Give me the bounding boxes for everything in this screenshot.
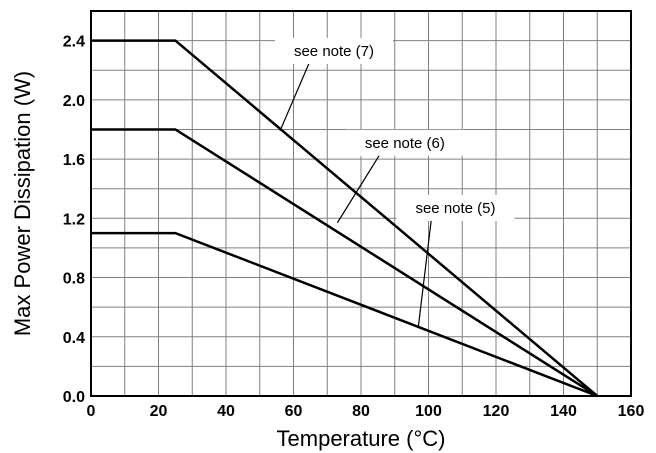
note-label-1: see note (7) (294, 43, 374, 60)
plot-frame (90, 10, 632, 397)
note-leader-3 (417, 217, 433, 327)
x-axis-title: Temperature (°C) (277, 426, 446, 451)
x-tick-label: 100 (415, 403, 442, 420)
note-box-3 (396, 194, 515, 221)
x-tick-labels: 0 20 40 60 80 100 120 140 160 (87, 403, 645, 420)
y-tick-label: 1.6 (63, 152, 85, 169)
y-tick-label: 1.2 (63, 211, 85, 228)
y-tick-label: 2.0 (63, 93, 85, 110)
series-line-3 (91, 231, 598, 398)
y-tick-label: 2.4 (63, 34, 85, 51)
y-tick-label: 0.4 (63, 330, 85, 347)
series-lines (91, 39, 599, 398)
x-tick-label: 120 (483, 403, 510, 420)
x-tick-label: 80 (352, 403, 370, 420)
note-leader-1 (279, 60, 311, 132)
note-annotations: see note (7) see note (6) see note (5) (275, 37, 515, 327)
y-tick-label: 0.8 (63, 271, 85, 288)
y-axis-title: Max Power Dissipation (W) (10, 71, 35, 336)
note-box-1 (275, 37, 393, 64)
note-label-2: see note (6) (365, 135, 445, 152)
x-tick-label: 40 (217, 403, 235, 420)
x-tick-label: 140 (550, 403, 577, 420)
series-line-2 (91, 128, 598, 398)
x-tick-label: 60 (285, 403, 303, 420)
note-label-3: see note (5) (415, 200, 495, 217)
y-tick-labels: 0.0 0.4 0.8 1.2 1.6 2.0 2.4 (63, 34, 85, 406)
note-box-2 (345, 129, 464, 156)
x-tick-label: 160 (618, 403, 645, 420)
x-tick-label: 0 (87, 403, 96, 420)
grid-lines (91, 11, 631, 396)
y-tick-label: 0.0 (63, 389, 85, 406)
note-leader-2 (336, 152, 382, 224)
series-line-1 (91, 39, 599, 397)
x-tick-label: 20 (150, 403, 168, 420)
